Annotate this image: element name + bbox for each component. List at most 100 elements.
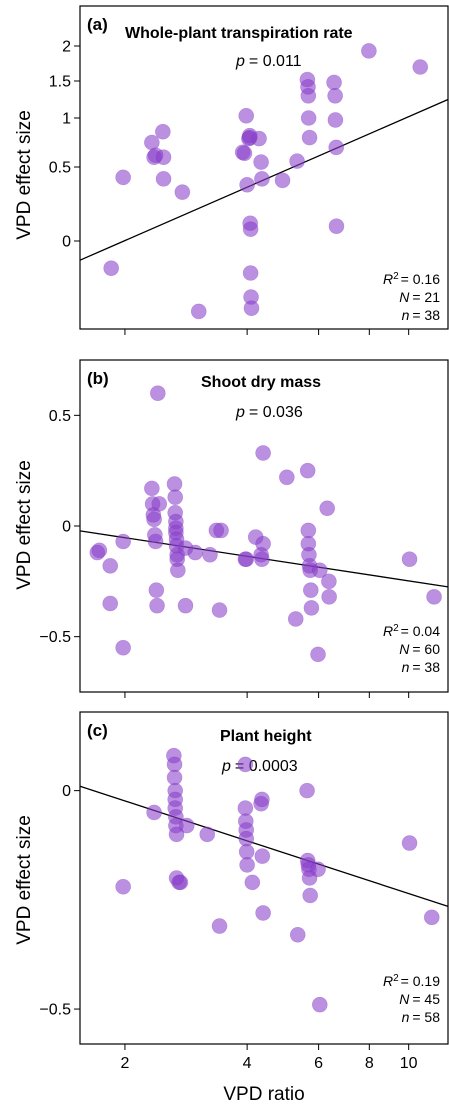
panel-c-data-point [299, 782, 315, 799]
panel-b: (b) Shoot dry mass p = 0.036 −0.5 0 0.5 R2 =… [14, 359, 449, 698]
x-axis-label: VPD ratio [223, 1084, 304, 1105]
panel-a-data-point [253, 154, 269, 170]
panel-b-data-point [202, 546, 218, 563]
panel-a-y-tick-label: 1.5 [49, 74, 71, 91]
panel-b-data-point [148, 582, 165, 598]
panel-a-data-point [155, 123, 171, 140]
panel-a-data-point [103, 260, 119, 277]
panel-c-data-point [146, 804, 162, 821]
panel-b-n: n = 38 [402, 659, 441, 675]
panel-a-data-point [300, 110, 317, 126]
x-tick-label: 8 [365, 1055, 374, 1072]
panel-b-data-point [254, 551, 270, 568]
panel-a-y-tick-label: 1 [62, 111, 71, 128]
panel-a-data-point [327, 112, 344, 128]
panel-c-data-point [310, 861, 326, 878]
panel-c-data-point [172, 874, 189, 891]
panel-a-data-point [327, 88, 343, 104]
panel-b-data-point [115, 639, 131, 656]
panel-b-p-value: p = 0.036 [235, 404, 303, 421]
panel-c-regression-line [79, 785, 449, 908]
panel-a-y-axis-label: VPD effect size [14, 110, 35, 240]
panel-a-data-point [242, 221, 259, 237]
panel-a-r2: R2 = 0.16 [383, 271, 440, 288]
panel-a-data-point [326, 74, 342, 91]
panel-c-data-point [168, 826, 185, 843]
panel-a-data-point [300, 88, 317, 104]
panel-b-y-tick-label: 0.5 [49, 408, 71, 425]
panel-b-y-axis-label: VPD effect size [14, 460, 35, 590]
x-tick-label: 6 [314, 1055, 323, 1072]
panel-b-title: Shoot dry mass [201, 374, 321, 391]
panel-a-data-point [328, 139, 345, 156]
panel-b-data-point [211, 602, 228, 618]
panel-b-data-point [426, 589, 442, 605]
panel-c-data-point [289, 926, 306, 943]
panel-b-y-tick-label: 0 [62, 519, 71, 536]
panel-c-r2: R2 = 0.19 [383, 973, 440, 990]
panel-a-data-point [289, 153, 305, 169]
panel-a-y-tick-label: 0 [62, 234, 71, 251]
panel-b-N: N = 60 [399, 641, 440, 657]
panel-a-data-point [274, 172, 291, 189]
panel-b-data-point [213, 522, 229, 539]
panel-c-data-point [311, 996, 328, 1013]
panel-c: (c) Plant height p = 0.0003 −0.5 0 2 4 6 8 10 R… [14, 711, 449, 1105]
panel-a-N: N = 21 [399, 289, 440, 305]
panel-b-data-point [147, 533, 164, 550]
panel-b-data-point [166, 476, 183, 492]
panel-c-data-point [166, 769, 183, 786]
panel-b-data-point [91, 542, 108, 559]
panel-c-data-point [211, 918, 228, 934]
x-tick-label: 4 [243, 1055, 252, 1072]
panel-a-data-point [238, 107, 255, 124]
panel-b-y-tick-label: −0.5 [39, 629, 71, 646]
panel-c-frame [79, 711, 449, 1045]
panel-b-data-point [255, 535, 271, 552]
panel-c-n: n = 58 [402, 1009, 441, 1025]
panel-a-n: n = 38 [402, 307, 441, 323]
panel-c-data-point [244, 874, 261, 891]
panel-b-data-point [150, 385, 166, 402]
panel-a-data-point [115, 169, 131, 186]
panel-a-data-point [242, 265, 259, 281]
panel-c-label: (c) [87, 721, 108, 740]
panel-a-data-point [155, 149, 172, 165]
panel-c-y-axis-label: VPD effect size [14, 815, 35, 945]
panel-a-data-point [254, 171, 270, 187]
panel-c-data-point [238, 830, 255, 847]
panel-b-data-point [401, 551, 418, 568]
panel-b-data-point [238, 551, 255, 568]
panel-a-data-point [236, 145, 253, 162]
panel-b-data-point [146, 511, 162, 528]
panel-b-data-point [299, 462, 316, 479]
panel-b-data-point [102, 558, 119, 574]
panel-a-data-point [155, 171, 172, 187]
panel-a-p-value: p = 0.011 [235, 53, 302, 70]
panel-b-label: (b) [87, 369, 109, 388]
panel-c-data-point [401, 835, 418, 851]
panel-c-title: Plant height [220, 728, 312, 745]
panel-c-data-point [115, 878, 131, 895]
panel-c-N: N = 45 [399, 991, 440, 1007]
panel-a: (a) Whole-plant transpiration rate p = 0.… [14, 5, 449, 335]
panel-b-data-point [303, 600, 320, 616]
panel-a-label: (a) [87, 15, 108, 34]
panel-a-y-tick-label: 2 [62, 39, 71, 56]
panel-b-r2: R2 = 0.04 [383, 623, 440, 640]
panel-a-data-point [361, 43, 377, 59]
panel-b-data-point [302, 582, 319, 598]
panel-b-data-point [310, 646, 326, 663]
panel-b-data-point [287, 611, 304, 627]
panel-b-data-point [311, 562, 328, 579]
panel-b-data-point [319, 500, 336, 517]
panel-a-y-tick-label: 0.5 [49, 160, 71, 177]
panel-b-data-point [279, 469, 295, 486]
panel-b-data-point [151, 496, 168, 512]
panel-c-data-point [178, 817, 195, 834]
panel-c-data-point [199, 826, 216, 843]
panel-b-data-point [187, 544, 204, 561]
panel-b-data-point [170, 562, 186, 579]
panel-c-data-point [254, 791, 270, 808]
